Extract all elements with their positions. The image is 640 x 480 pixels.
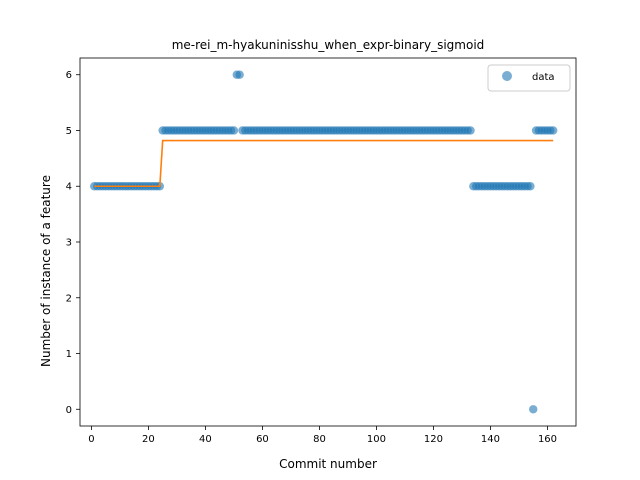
x-tick-label: 100 bbox=[367, 434, 386, 445]
y-tick-label: 2 bbox=[66, 293, 72, 304]
legend-box bbox=[487, 64, 571, 92]
y-tick-label: 4 bbox=[66, 182, 72, 193]
fit-line bbox=[94, 139, 554, 188]
data-point bbox=[235, 70, 244, 79]
x-axis-title: Commit number bbox=[279, 457, 377, 471]
x-tick-label: 160 bbox=[538, 434, 557, 445]
y-tick-label: 3 bbox=[66, 238, 72, 249]
legend-label-data: data bbox=[532, 72, 555, 83]
y-tick-label: 6 bbox=[66, 70, 72, 81]
data-point bbox=[548, 126, 558, 135]
legend-marker-data bbox=[502, 71, 512, 81]
y-tick-label: 0 bbox=[66, 405, 72, 416]
x-tick-label: 0 bbox=[88, 434, 94, 445]
y-tick-label: 5 bbox=[66, 126, 72, 137]
x-tick-label: 20 bbox=[142, 434, 155, 445]
legend: data bbox=[487, 64, 571, 92]
x-tick-label: 60 bbox=[256, 434, 269, 445]
plot-frame bbox=[79, 57, 577, 427]
x-tick-label: 80 bbox=[313, 434, 326, 445]
data-point bbox=[529, 405, 538, 414]
data-point bbox=[466, 126, 475, 135]
data-point bbox=[229, 126, 239, 135]
x-tick-label: 40 bbox=[199, 434, 212, 445]
data-point bbox=[526, 182, 535, 191]
y-axis-title: Number of instance of a feature bbox=[39, 175, 53, 367]
x-tick-label: 120 bbox=[424, 434, 443, 445]
chart-title: me-rei_m-hyakuninisshu_when_expr-binary_… bbox=[172, 38, 485, 52]
x-tick-label: 140 bbox=[481, 434, 500, 445]
y-tick-label: 1 bbox=[66, 349, 72, 360]
